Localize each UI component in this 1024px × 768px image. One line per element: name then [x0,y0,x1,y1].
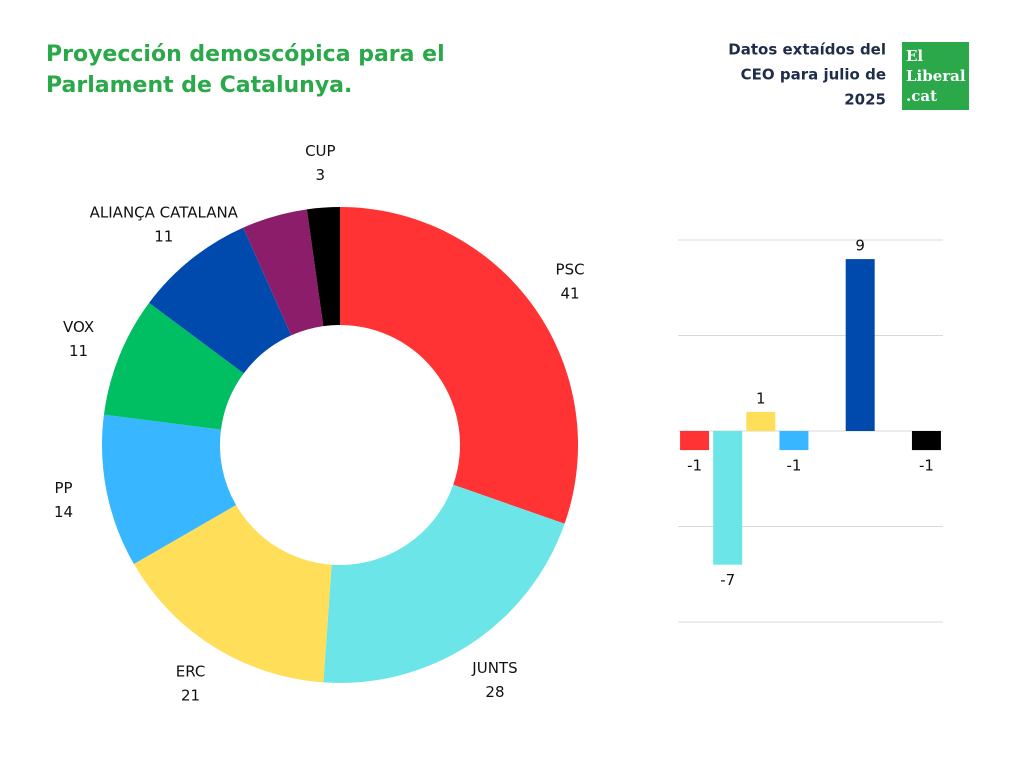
slice-label: CUP [305,142,336,160]
donut-slice [149,227,292,374]
slice-label: ERC [176,663,206,681]
slice-value: 41 [561,284,580,302]
slice-value: 21 [181,687,200,705]
donut-slice [102,414,237,564]
chart-title: Proyección demoscópica para el [46,42,445,67]
slice-label: JUNTS [471,659,517,677]
slice-value: 28 [485,683,504,701]
source-note: Datos extaídos del [728,41,886,59]
slice-label: PP [54,479,72,497]
slice-value: 11 [154,227,173,245]
slice-value: 3 [316,166,326,184]
donut-slice [133,505,332,683]
donut-slice [243,209,324,336]
chart-title: Parlament de Catalunya. [46,73,352,98]
source-note: CEO para julio de [741,66,886,84]
logo-text: .cat [906,87,937,105]
bar [746,411,776,431]
slice-value: 14 [54,503,73,521]
bar [779,431,809,451]
slice-value: 11 [69,342,88,360]
bar [680,431,710,451]
bar-value-label: -1 [786,457,801,475]
bar [911,431,941,451]
donut-slice [340,207,578,524]
donut-slice [306,207,340,327]
donut-slice [323,484,565,683]
slice-label: VOX [63,318,94,336]
bar [845,259,875,431]
bar [713,431,743,565]
logo [902,42,969,110]
bar-value-label: -7 [720,571,735,589]
slice-label: PSC [556,260,585,278]
bar-value-label: -1 [687,457,702,475]
logo-text: Liberal [906,67,966,85]
bar-value-label: -1 [919,457,934,475]
slice-label: ALIANÇA CATALANA [90,203,239,221]
donut-slice [103,302,244,430]
bar-value-label: 9 [855,237,865,255]
bar-value-label: 1 [756,389,766,407]
logo-text: El [906,47,923,65]
source-note: 2025 [844,91,886,109]
